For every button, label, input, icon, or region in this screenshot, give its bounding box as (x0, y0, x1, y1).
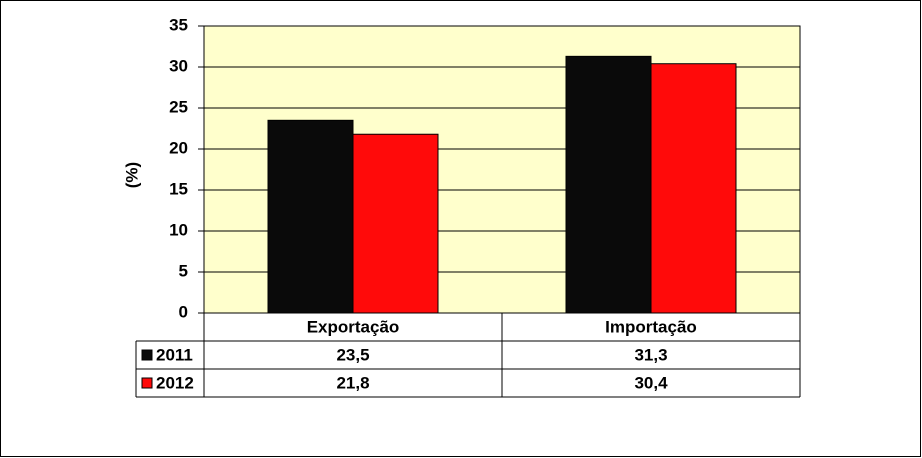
table-value: 31,3 (634, 345, 667, 364)
y-tick-label: 25 (169, 97, 188, 116)
bar (352, 133, 439, 314)
y-tick-label: 0 (179, 302, 188, 321)
y-tick-label: 15 (169, 179, 188, 198)
legend-swatch (141, 349, 153, 361)
legend-label: 2012 (156, 373, 194, 392)
table-value: 23,5 (336, 345, 369, 364)
table-value: 30,4 (634, 373, 668, 392)
y-tick-label: 20 (169, 138, 188, 157)
y-axis-title: (%) (122, 162, 141, 188)
y-tick-label: 5 (179, 261, 188, 280)
y-tick-label: 10 (169, 220, 188, 239)
x-tick-label: Importação (605, 317, 697, 336)
y-tick-label: 35 (169, 15, 188, 34)
bar (267, 119, 354, 314)
legend-label: 2011 (156, 345, 193, 364)
bar (565, 55, 652, 314)
y-tick-label: 30 (169, 56, 188, 75)
bar (650, 63, 737, 314)
table-value: 21,8 (336, 373, 369, 392)
x-tick-label: Exportação (307, 317, 400, 336)
legend-swatch (141, 377, 153, 389)
